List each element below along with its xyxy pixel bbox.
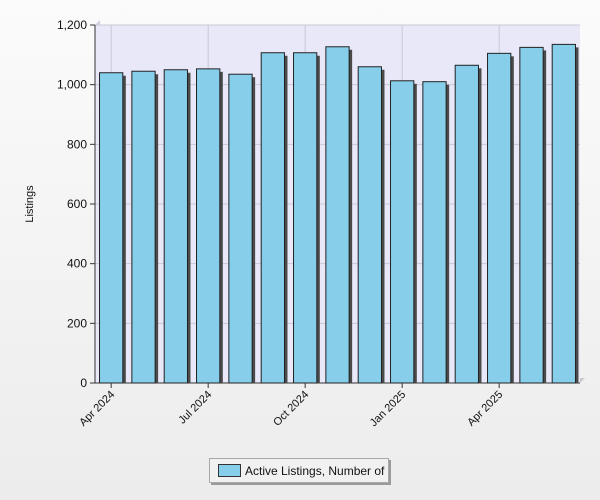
x-tick-label: Jan 2025	[368, 389, 408, 429]
y-axis-title: Listings	[24, 185, 36, 223]
bar	[293, 52, 318, 384]
bar	[390, 80, 415, 384]
bar	[131, 70, 156, 384]
bar	[551, 43, 576, 384]
y-tick-label: 400	[67, 257, 87, 271]
bar	[99, 72, 124, 384]
y-tick-label: 1,000	[57, 78, 87, 92]
x-tick-label: Apr 2024	[77, 389, 117, 429]
bar	[163, 69, 188, 384]
bar	[454, 64, 479, 384]
x-tick-label: Apr 2025	[465, 389, 505, 429]
bar	[519, 46, 544, 384]
legend-swatch	[218, 464, 241, 477]
bar	[487, 52, 512, 384]
x-tick-label: Oct 2024	[271, 389, 311, 429]
bar	[260, 52, 285, 384]
legend-label: Active Listings, Number of	[245, 463, 385, 478]
y-tick-label: 800	[67, 137, 87, 151]
x-tick-label: Jul 2024	[176, 389, 214, 427]
bar	[325, 46, 350, 384]
y-tick-label: 0	[80, 376, 87, 390]
legend: Active Listings, Number of	[209, 458, 389, 483]
y-tick-label: 1,200	[57, 18, 87, 32]
y-tick-label: 200	[67, 316, 87, 330]
bar	[422, 81, 447, 384]
bar	[228, 73, 253, 384]
y-tick-label: 600	[67, 197, 87, 211]
bar	[357, 66, 382, 384]
bar	[196, 68, 221, 384]
